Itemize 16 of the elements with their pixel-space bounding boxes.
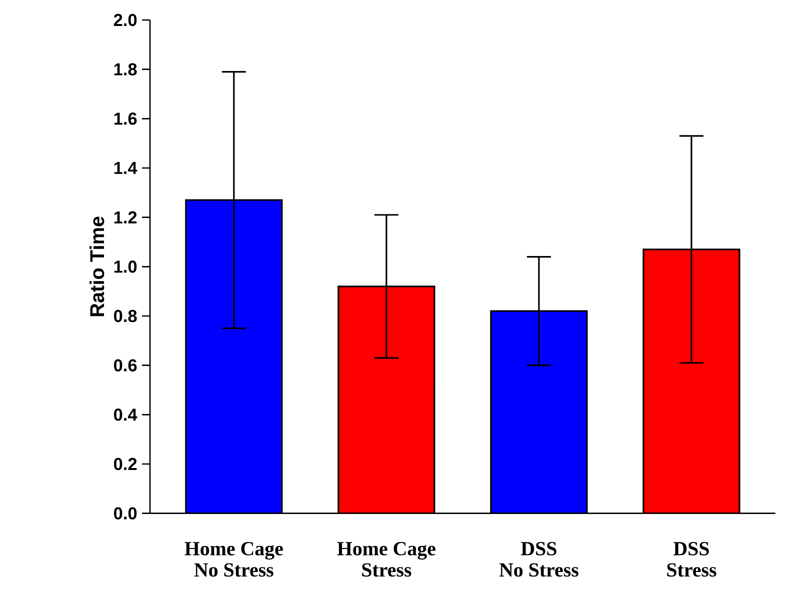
y-tick-label: 0.0 [114,507,137,520]
x-tick-label: Home Cage No Stress [184,542,283,577]
y-axis-title: Ratio Time [90,216,104,316]
x-tick-label: DSS Stress [667,542,716,577]
y-tick-label: 1.8 [114,63,137,76]
y-tick-label: 2.0 [114,14,137,26]
x-tick-label: Home Cage Stress [337,542,436,577]
x-tick-label: DSS No Stress [499,542,578,577]
y-tick-label: 1.6 [114,112,137,125]
y-tick-label: 1.2 [114,211,137,224]
y-tick-label: 0.2 [114,458,137,470]
y-tick-label: 0.8 [114,310,137,322]
y-tick-label: 0.6 [114,359,137,372]
y-tick-label: 1.0 [114,260,137,273]
y-tick-label: 0.4 [114,408,138,421]
y-tick-label: 1.4 [114,162,138,174]
